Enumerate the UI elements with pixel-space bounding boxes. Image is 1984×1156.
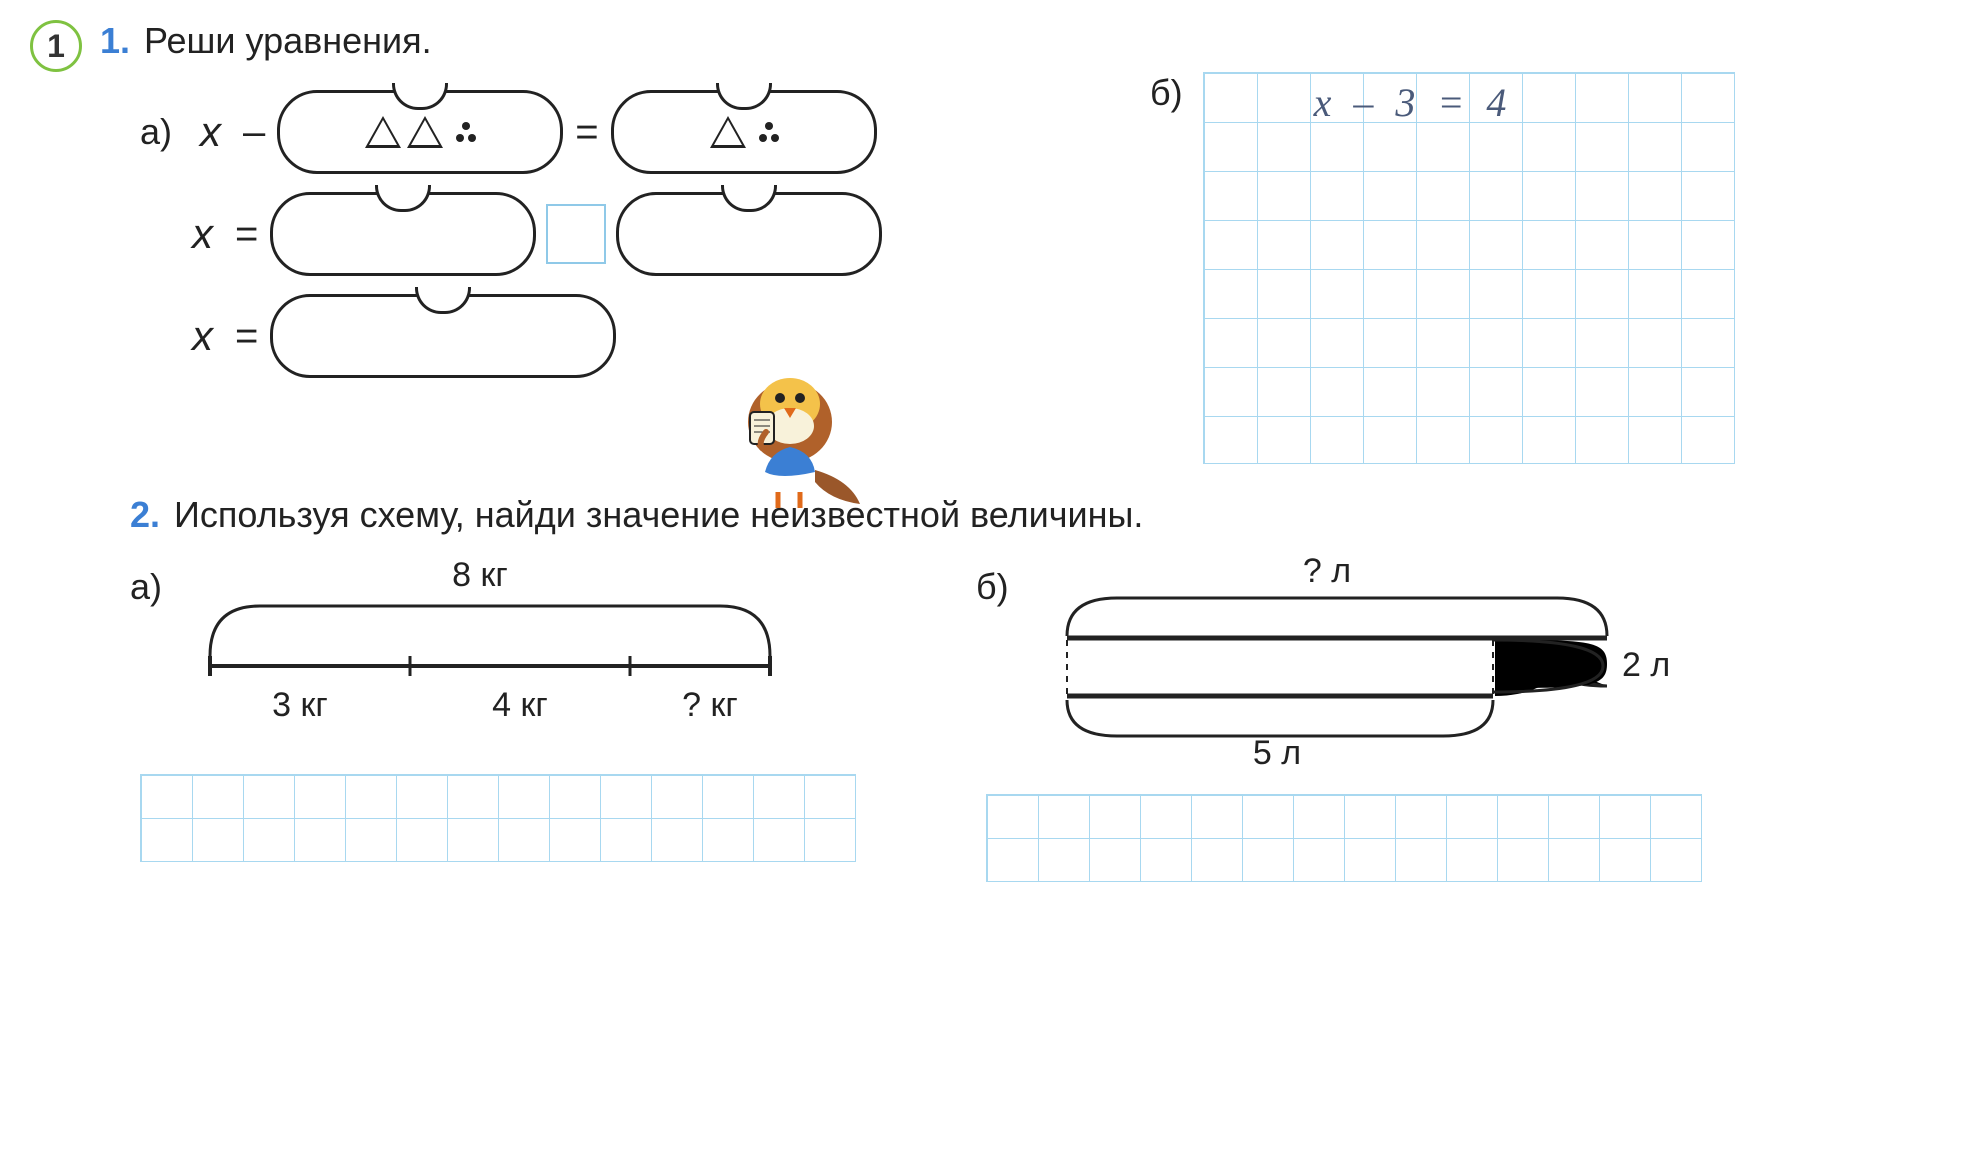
empty-bag-2[interactable] xyxy=(616,192,882,276)
scheme-a-label: а) xyxy=(130,566,162,608)
dots-3 xyxy=(757,120,781,144)
dots-3 xyxy=(454,120,478,144)
variable-x: x xyxy=(192,210,213,258)
task2-header: 2. Используя схему, найди значение неизв… xyxy=(130,494,1954,536)
equals-op: = xyxy=(235,212,258,257)
scheme-b-top: ? л xyxy=(1303,552,1351,590)
result-bag[interactable] xyxy=(270,294,616,378)
handwritten-equation: x – 3 = 4 xyxy=(1314,79,1513,126)
scheme-a-seg1: 3 кг xyxy=(272,686,328,724)
equation-line-3: x = xyxy=(182,294,1090,378)
equation-line-1: а) x – = xyxy=(140,90,1090,174)
triangle-icon xyxy=(407,116,443,148)
variable-x: x xyxy=(192,312,213,360)
empty-bag-1[interactable] xyxy=(270,192,536,276)
answer-strip-b[interactable] xyxy=(986,794,1702,882)
scheme-b-diagram: ? л 2 л xyxy=(1027,556,1667,766)
equals-op: = xyxy=(575,110,598,155)
scheme-a-seg2: 4 кг xyxy=(492,686,548,724)
scheme-b-bottom: 5 л xyxy=(1253,734,1301,772)
task1-header: 1 1. Реши уравнения. xyxy=(30,20,1954,72)
scheme-a-total: 8 кг xyxy=(452,556,508,594)
scheme-a-diagram: 8 кг 3 кг 4 кг ? кг xyxy=(180,556,820,746)
bird-illustration xyxy=(720,352,870,517)
minus-op: – xyxy=(243,110,265,155)
operation-blank-square[interactable] xyxy=(546,204,606,264)
triangle-icon xyxy=(710,116,746,148)
equals-op: = xyxy=(235,314,258,359)
scheme-b-right: 2 л xyxy=(1622,646,1670,684)
subtask-number-2: 2. xyxy=(130,494,160,536)
shape-bag-1 xyxy=(277,90,563,174)
part-a-label: а) xyxy=(140,111,172,153)
equation-line-2: x = xyxy=(182,192,1090,276)
task1-instruction: Реши уравнения. xyxy=(144,20,432,62)
task1-part-a: а) x – = xyxy=(30,72,1090,464)
scheme-b-label: б) xyxy=(976,566,1009,608)
task1-part-b: б) x – 3 = 4 xyxy=(1150,72,1735,464)
triangle-icon xyxy=(365,116,401,148)
scheme-a-seg3: ? кг xyxy=(682,686,738,724)
task2-instruction: Используя схему, найди значение неизвест… xyxy=(174,494,1143,536)
exercise-number-circle: 1 xyxy=(30,20,82,72)
answer-grid[interactable]: x – 3 = 4 xyxy=(1203,72,1735,464)
part-b-label: б) xyxy=(1150,72,1183,114)
answer-strip-a[interactable] xyxy=(140,774,856,862)
scheme-b: б) ? л 2 л xyxy=(976,556,1702,882)
variable-x: x xyxy=(200,108,221,156)
shape-bag-2 xyxy=(611,90,877,174)
scheme-a: а) 8 кг 3 кг 4 кг ? кг xyxy=(130,556,856,882)
subtask-number-1: 1. xyxy=(100,20,130,62)
